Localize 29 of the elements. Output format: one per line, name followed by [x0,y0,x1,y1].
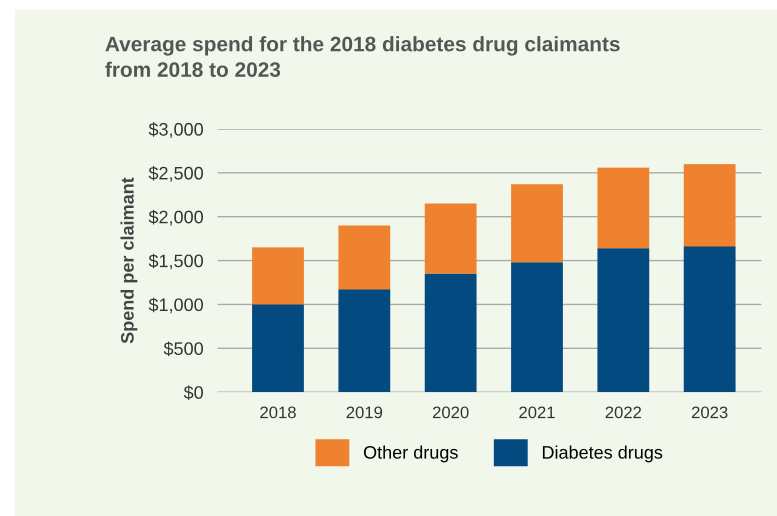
bar [252,247,304,304]
bar [597,248,650,392]
bar [511,262,563,392]
bar [597,168,650,248]
y-tick-label: $2,500 [148,166,203,182]
x-tick-label: 2019 [346,406,382,418]
legend-label: Diabetes drugs [542,446,662,462]
y-tick-label: $3,000 [148,122,203,138]
x-tick-label: 2020 [432,406,469,418]
x-tick-label: 2018 [260,406,296,418]
y-tick-label: $1,500 [148,254,203,270]
bar [338,225,390,290]
x-tick-label: 2021 [519,406,555,418]
bar [424,274,477,392]
y-axis-title: Spend per claimant [120,178,138,344]
bar [252,304,304,392]
bar [424,204,477,274]
bar [338,290,390,392]
x-tick-label: 2022 [606,406,642,418]
bar [511,184,563,262]
legend-label: Other drugs [364,446,458,462]
bar [684,164,736,247]
bar [684,246,736,392]
y-tick-label: $2,000 [148,210,203,226]
chart-title: Average spend for the 2018 diabetes drug claimants from 2018 to 2023 [105,36,620,78]
y-tick-label: $0 [184,385,203,400]
x-tick-label: 2023 [692,406,728,418]
y-tick-label: $1,000 [148,298,203,314]
y-tick-label: $500 [164,341,203,356]
